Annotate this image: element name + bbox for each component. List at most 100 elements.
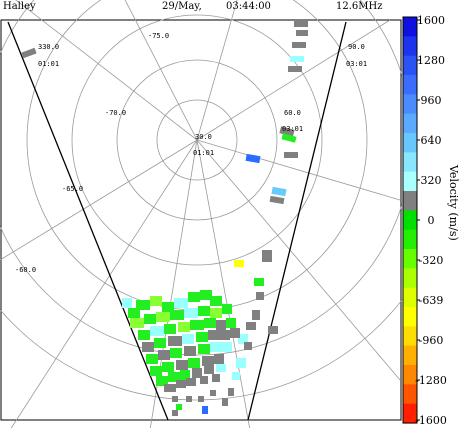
- velocity-cell: [162, 302, 174, 312]
- ground-scatter-cell: [208, 330, 220, 340]
- colorbar-swatch: [403, 268, 417, 289]
- colorbar-ticks: 1600 1280 960 640 320 0 -320 -639 -960 -1280 -1600: [415, 14, 447, 427]
- velocity-cell: [190, 320, 204, 330]
- fov-boundary: [7, 21, 347, 421]
- colorbar-swatch: [403, 191, 417, 211]
- colorbar: [402, 16, 418, 424]
- ground-scatter-cell: [21, 47, 37, 59]
- velocity-cell: [162, 362, 174, 372]
- velocity-cell: [174, 298, 188, 308]
- velocity-cell: [176, 404, 182, 410]
- mlt-label: 03:01: [346, 60, 367, 68]
- ground-scatter-cell: [244, 342, 252, 350]
- colorbar-tick-label: -639: [419, 294, 444, 307]
- velocity-cell: [170, 348, 182, 358]
- colorbar-tick-label: 0: [428, 214, 435, 227]
- colorbar-swatch: [403, 229, 417, 250]
- colorbar-swatch: [403, 55, 417, 76]
- ground-scatter-cell: [269, 195, 285, 205]
- lat-label: -65.0: [62, 185, 83, 193]
- colorbar-swatch: [403, 113, 417, 134]
- mlt-label: 30.0: [195, 133, 212, 141]
- ground-scatter-cell: [164, 384, 176, 392]
- velocity-cell: [196, 332, 208, 342]
- velocity-cell: [254, 278, 264, 286]
- ground-scatter-cell: [246, 322, 256, 330]
- colorbar-swatch: [403, 17, 417, 37]
- velocity-cell: [138, 330, 150, 340]
- ground-scatter-cell: [176, 380, 186, 388]
- colorbar-swatch: [403, 249, 417, 269]
- velocity-cell: [210, 342, 222, 352]
- ground-scatter-cell: [214, 354, 224, 364]
- velocity-cell: [150, 366, 162, 376]
- velocity-cell: [164, 324, 176, 334]
- ground-scatter-cell: [296, 30, 308, 36]
- velocity-cell: [180, 370, 190, 380]
- colorbar-tick-label: 1600: [417, 14, 445, 27]
- lat-label: -60.0: [15, 266, 36, 274]
- velocity-cell: [232, 372, 240, 380]
- ground-scatter-cell: [230, 328, 240, 338]
- velocity-cell: [290, 56, 304, 62]
- ground-scatter-cell: [268, 326, 278, 334]
- colorbar-swatch: [403, 365, 417, 385]
- velocity-cell: [222, 342, 232, 352]
- colorbar-title: Velocity (m/s): [447, 164, 460, 241]
- velocity-cell: [216, 364, 226, 372]
- velocity-cell: [200, 290, 212, 300]
- ground-scatter-cell: [228, 388, 234, 396]
- scan-time: 03:44:00: [226, 1, 271, 12]
- velocity-cell: [128, 308, 140, 318]
- velocity-cells: [21, 20, 308, 416]
- mlt-label: 60.0: [284, 109, 301, 117]
- ground-scatter-cell: [168, 336, 182, 346]
- ground-scatter-cell: [186, 378, 196, 386]
- velocity-cell: [170, 310, 184, 320]
- lat-label: -75.0: [148, 32, 169, 40]
- velocity-cell: [210, 296, 222, 306]
- colorbar-tick-label: -960: [419, 334, 444, 347]
- colorbar-swatch: [403, 152, 417, 173]
- velocity-cell: [198, 306, 210, 316]
- ground-scatter-cell: [172, 396, 178, 402]
- velocity-cell: [226, 318, 236, 328]
- colorbar-swatch: [403, 326, 417, 347]
- velocity-cell: [168, 372, 180, 382]
- grid-labels: -60.0 -65.0 -70.0 -75.0 330.0 01:01 90.0…: [15, 32, 367, 274]
- velocity-cell: [154, 338, 166, 348]
- ground-scatter-cell: [212, 374, 220, 382]
- colorbar-swatch: [403, 171, 417, 192]
- colorbar-tick-label: 960: [421, 94, 442, 107]
- colorbar-swatch: [403, 384, 417, 405]
- ground-scatter-cell: [202, 356, 214, 366]
- colorbar-swatch: [403, 307, 417, 327]
- ground-scatter-cell: [252, 310, 260, 320]
- velocity-cell: [188, 292, 200, 302]
- ground-scatter-cell: [142, 342, 154, 352]
- ground-scatter-cell: [292, 42, 306, 48]
- ground-scatter-cell: [200, 376, 208, 384]
- velocity-cell: [238, 334, 248, 344]
- colorbar-swatch: [403, 75, 417, 95]
- ground-scatter-cell: [172, 410, 178, 416]
- ground-scatter-cell: [294, 20, 308, 27]
- velocity-cell: [144, 314, 156, 324]
- colorbar-tick-label: 640: [421, 134, 442, 147]
- colorbar-tick-label: -1600: [415, 414, 447, 427]
- colorbar-swatch: [403, 403, 417, 424]
- ground-scatter-cell: [210, 390, 216, 396]
- mlt-label: 90.0: [348, 43, 365, 51]
- velocity-cell: [136, 300, 150, 310]
- velocity-cell: [210, 308, 222, 318]
- velocity-cell: [222, 304, 232, 314]
- velocity-cell: [146, 354, 158, 364]
- lat-label: -70.0: [105, 109, 126, 117]
- ground-scatter-cell: [184, 346, 196, 356]
- mlt-label: 03:01: [282, 125, 303, 133]
- mlt-label: 01:01: [38, 60, 59, 68]
- velocity-cell: [198, 344, 210, 354]
- ground-scatter-cell: [288, 66, 302, 72]
- velocity-cell: [178, 322, 190, 332]
